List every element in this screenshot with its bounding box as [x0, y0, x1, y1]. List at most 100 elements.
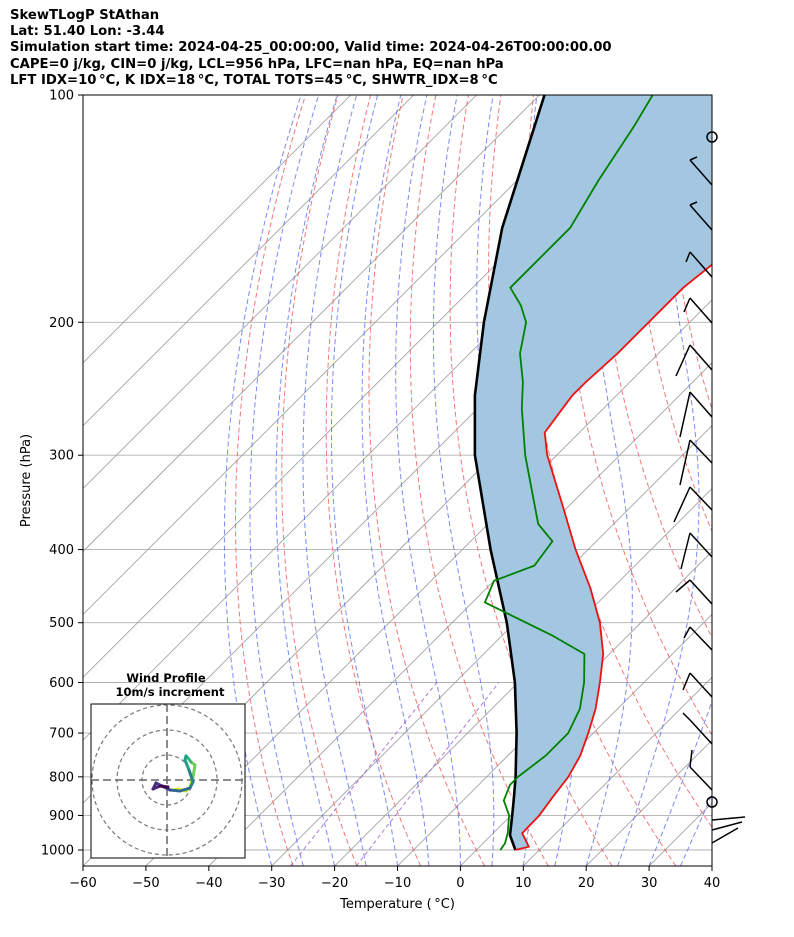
y-axis-label: Pressure (hPa)	[19, 434, 34, 527]
moist-adiabat	[744, 95, 794, 866]
isotherm	[83, 95, 414, 427]
isotherm	[711, 865, 712, 866]
x-tick-label: 40	[704, 876, 721, 891]
mixing-ratio-line	[290, 682, 438, 866]
y-tick-label: 600	[49, 676, 74, 691]
wind-barb-flag	[675, 344, 691, 377]
isotherm	[83, 95, 477, 490]
moist-adiabat	[432, 95, 495, 866]
x-tick-label: −50	[132, 876, 159, 891]
wind-barb-staff	[689, 579, 713, 605]
x-tick-label: −60	[69, 876, 96, 891]
x-tick-label: −40	[195, 876, 222, 891]
wind-barb-flag	[683, 626, 691, 639]
isotherm	[460, 613, 712, 866]
y-tick-label: 200	[49, 316, 74, 331]
isotherm	[83, 95, 540, 553]
hodograph-trace	[187, 768, 195, 784]
hodograph-trace	[191, 763, 197, 779]
wind-barb-staff	[689, 297, 713, 324]
x-tick-label: 30	[641, 876, 658, 891]
hodograph-trace	[183, 758, 191, 772]
y-tick-label: 800	[49, 770, 74, 785]
x-axis: −60 −50 −40 −30 −20 −10 0 10 20 30 40 Temperature (…	[69, 866, 720, 912]
wind-barb-staff	[689, 532, 713, 558]
hodograph-trace	[158, 784, 170, 789]
wind-barb-staff	[689, 719, 713, 745]
y-tick-label: 300	[49, 449, 74, 464]
temperature-line	[515, 263, 712, 851]
wind-barb-flag	[675, 579, 691, 593]
x-tick-label: 10	[515, 876, 532, 891]
hodograph-subtitle: 10m/s increment	[116, 685, 225, 699]
mixing-ratio-line	[355, 682, 500, 866]
dewpoint-line	[483, 95, 654, 851]
isotherm	[523, 676, 712, 866]
x-tick-label: 20	[578, 876, 595, 891]
dry-adiabat	[325, 95, 422, 866]
wind-barb-staff	[711, 821, 743, 831]
wind-barb-staff	[689, 251, 713, 278]
wind-barb-flag	[673, 486, 691, 523]
dry-adiabat	[729, 95, 794, 866]
thermo-indices-line: LFT IDX=10 °C, K IDX=18 °C, TOTAL TOTS=4…	[10, 72, 498, 88]
wind-barb-staff	[711, 827, 739, 844]
moist-adiabat	[223, 95, 302, 866]
parcel-profile-line	[473, 95, 546, 851]
y-tick-label: 400	[49, 543, 74, 558]
wind-barb-staff	[711, 816, 746, 821]
chart-header: SkewTLogP StAthan Lat: 51.40 Lon: -3.44 …	[10, 8, 612, 89]
dry-adiabat	[235, 95, 306, 866]
x-tick-label: 0	[456, 876, 464, 891]
moist-adiabat	[395, 95, 461, 866]
wind-barb-flag	[689, 156, 698, 161]
hodograph-trace	[168, 788, 182, 793]
wind-barb-staff	[689, 626, 713, 651]
cin-shading	[474, 95, 712, 850]
wind-barb-flag	[683, 297, 691, 313]
dry-adiabat	[368, 95, 485, 866]
wind-barbs	[673, 131, 746, 844]
calm-wind-circle	[706, 131, 718, 143]
wind-barb-flag	[685, 251, 691, 263]
moist-adiabat	[361, 95, 430, 866]
wind-barb-staff	[689, 204, 713, 231]
wind-barb-flag	[682, 712, 691, 721]
moist-adiabat	[775, 95, 794, 866]
calm-wind-circle	[706, 796, 718, 808]
wind-barb-staff	[689, 391, 713, 418]
x-tick-label: −30	[258, 876, 285, 891]
moist-adiabat	[249, 95, 320, 866]
moist-adiabat	[711, 864, 712, 866]
isotherm	[334, 488, 712, 866]
moist-adiabat	[585, 95, 633, 866]
dry-adiabat	[762, 95, 794, 866]
dry-adiabat	[663, 95, 712, 411]
wind-barb-staff	[689, 439, 713, 464]
chart-title: SkewTLogP StAthan	[10, 8, 160, 23]
y-axis: 100 200 300 400 500 600 700 800 900 1000 Pressure …	[19, 89, 83, 859]
y-tick-label: 1000	[41, 844, 74, 859]
dry-adiabat	[281, 95, 358, 866]
x-tick-label: −20	[321, 876, 348, 891]
isotherm	[83, 95, 603, 615]
wind-barb-staff	[689, 344, 713, 371]
dry-adiabat	[596, 95, 712, 639]
moist-adiabat	[275, 95, 338, 866]
isotherm	[271, 425, 712, 866]
y-tick-label: 900	[49, 809, 74, 824]
wind-barb-staff	[689, 766, 713, 791]
wind-barb-flag	[689, 749, 693, 768]
wind-barb-flag	[679, 439, 691, 486]
hodograph-trace	[178, 786, 192, 793]
moist-adiabat	[617, 95, 700, 866]
moist-adiabat	[302, 95, 367, 866]
wind-barb-flag	[679, 391, 691, 438]
y-tick-label: 500	[49, 616, 74, 631]
wind-barb-staff	[689, 159, 713, 186]
wind-barb-flag	[689, 201, 698, 206]
wind-barb-staff	[689, 486, 713, 511]
hodograph-title: Wind Profile	[126, 671, 206, 685]
x-tick-label: −10	[384, 876, 411, 891]
